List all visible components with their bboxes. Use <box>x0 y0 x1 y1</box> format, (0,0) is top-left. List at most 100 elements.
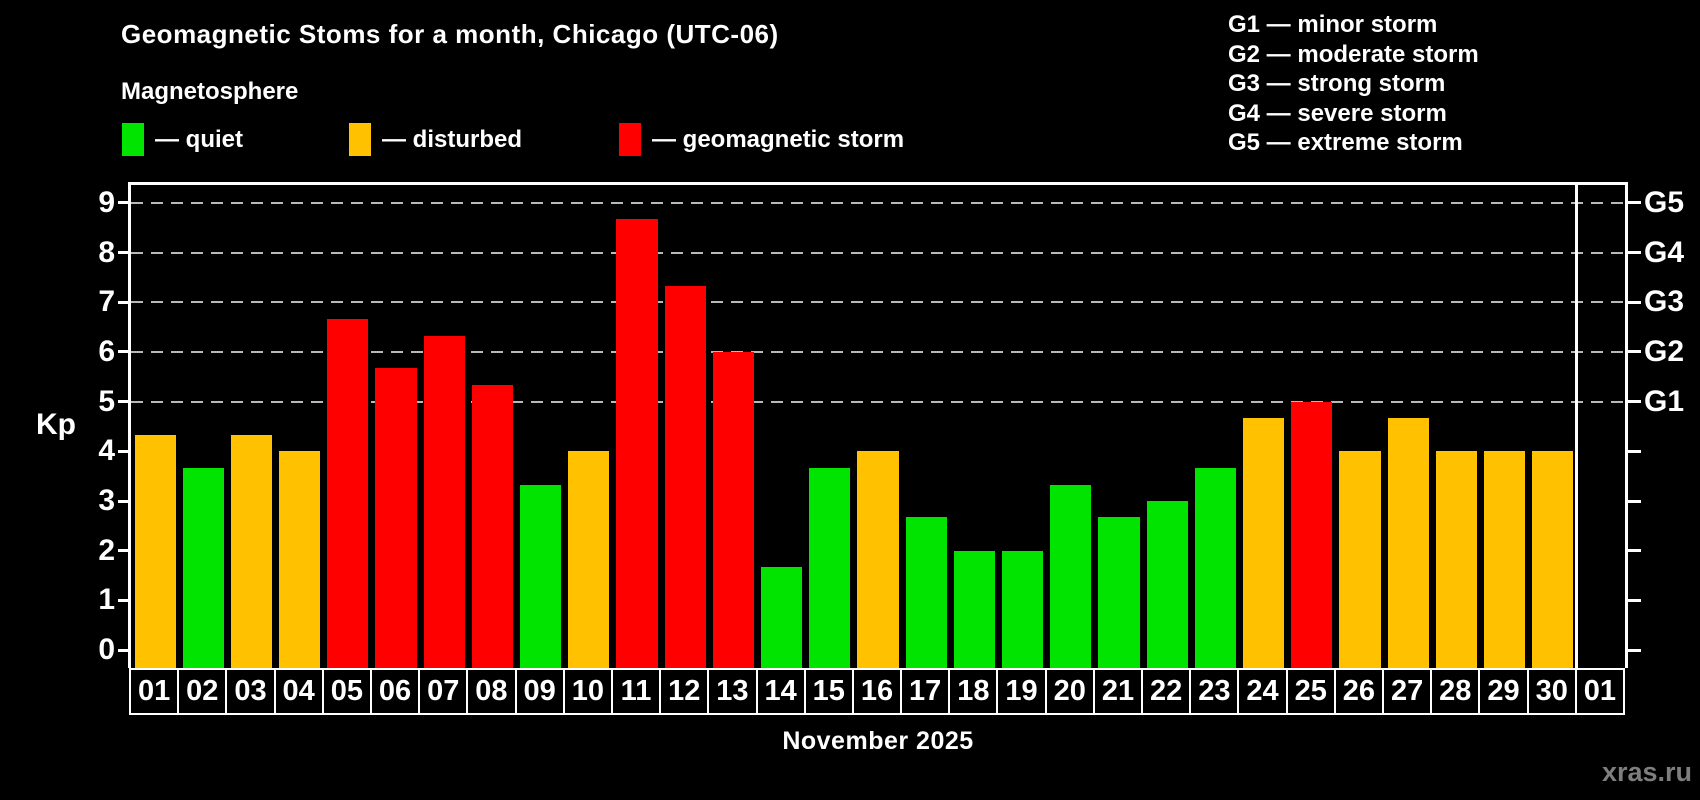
right-tick-2 <box>1628 549 1641 553</box>
bar-day-30 <box>1532 451 1574 668</box>
y-label-6: 6 <box>98 334 115 368</box>
g-legend-line-5: G5 — extreme storm <box>1228 129 1463 156</box>
right-tick-7 <box>1628 300 1641 304</box>
bar-day-08 <box>471 385 514 668</box>
bar-day-29 <box>1483 451 1526 668</box>
day-box-13: 13 <box>707 668 758 715</box>
bar-day-02 <box>182 467 224 668</box>
day-box-30: 30 <box>1526 668 1577 715</box>
g-label-G4: G4 <box>1644 235 1685 269</box>
left-tick-4 <box>118 449 131 453</box>
day-box-10: 10 <box>562 668 613 715</box>
left-tick-7 <box>118 300 131 304</box>
y-label-7: 7 <box>98 285 115 319</box>
day-box-17: 17 <box>900 668 951 715</box>
bar-day-05 <box>327 318 369 668</box>
g-legend-line-4: G4 — severe storm <box>1228 99 1447 127</box>
day-box-21: 21 <box>1092 668 1144 715</box>
day-box-18: 18 <box>948 668 999 715</box>
plot-border-left <box>128 182 131 668</box>
y-label-8: 8 <box>98 235 115 269</box>
y-label-2: 2 <box>98 533 115 567</box>
left-tick-3 <box>118 499 131 503</box>
day-box-11: 11 <box>610 668 662 715</box>
disturbed-legend-label: — disturbed <box>382 126 523 153</box>
plot-border-right <box>1625 182 1628 668</box>
day-box-15: 15 <box>803 668 854 715</box>
gridline-kp9 <box>131 201 1625 204</box>
bar-day-14 <box>761 567 803 668</box>
chart-subtitle: Magnetosphere <box>121 78 299 105</box>
right-tick-0 <box>1628 648 1641 652</box>
g-legend-line-1: G1 — minor storm <box>1228 11 1438 38</box>
left-tick-6 <box>118 350 131 354</box>
gridline-kp6 <box>131 350 1625 353</box>
bar-day-09 <box>520 484 562 668</box>
y-label-5: 5 <box>98 384 115 418</box>
day-box-03: 03 <box>225 668 276 715</box>
day-box-05: 05 <box>321 668 372 715</box>
right-tick-8 <box>1628 251 1641 255</box>
bar-day-27 <box>1387 418 1429 668</box>
left-tick-1 <box>118 598 131 602</box>
bar-day-16 <box>857 451 899 668</box>
bar-day-18 <box>953 550 995 668</box>
g-label-G3: G3 <box>1644 285 1685 319</box>
y-label-4: 4 <box>98 434 115 468</box>
bar-day-07 <box>423 335 465 668</box>
bar-day-12 <box>664 285 706 668</box>
storm-scale-legend: G1 — minor storm G2 — moderate storm G3 — … <box>1228 10 1479 158</box>
day-box-27: 27 <box>1382 668 1433 715</box>
day-box-20: 20 <box>1044 668 1095 715</box>
day-box-02: 02 <box>177 668 228 715</box>
bar-day-25 <box>1291 401 1333 668</box>
bar-day-28 <box>1435 451 1477 668</box>
disturbed-legend-swatch <box>349 123 371 156</box>
y-axis-title: Kp <box>36 408 76 441</box>
right-tick-5 <box>1628 400 1641 404</box>
gridline-kp7 <box>131 301 1625 304</box>
day-box-08: 08 <box>466 668 517 715</box>
day-box-23: 23 <box>1189 668 1240 715</box>
bar-day-03 <box>230 434 273 668</box>
right-tick-3 <box>1628 499 1641 503</box>
day-box-12: 12 <box>659 668 710 715</box>
left-tick-2 <box>118 549 131 553</box>
quiet-legend-label: — quiet <box>155 126 243 153</box>
day-box-26: 26 <box>1333 668 1385 715</box>
left-tick-5 <box>118 400 131 404</box>
day-box-25: 25 <box>1285 668 1336 715</box>
left-tick-8 <box>118 251 131 255</box>
watermark: xras.ru <box>1601 757 1692 787</box>
plot-border-top <box>128 182 1628 185</box>
bar-day-13 <box>712 351 754 668</box>
bar-day-26 <box>1339 451 1381 668</box>
g-label-G2: G2 <box>1644 334 1685 368</box>
y-label-3: 3 <box>98 484 115 518</box>
storm-legend-label: — geomagnetic storm <box>652 126 905 153</box>
bar-day-01 <box>134 434 176 668</box>
bar-day-19 <box>1001 550 1044 668</box>
bar-day-21 <box>1098 517 1140 668</box>
bar-day-10 <box>568 451 610 668</box>
g-legend-line-2: G2 — moderate storm <box>1228 40 1479 68</box>
storm-legend-swatch <box>619 123 641 156</box>
bar-day-24 <box>1242 418 1285 668</box>
left-tick-0 <box>118 648 131 652</box>
x-axis-title: November 2025 <box>782 727 974 755</box>
plot-area <box>131 185 1625 668</box>
bar-day-17 <box>905 517 947 668</box>
month-separator-line <box>1575 185 1579 668</box>
y-label-9: 9 <box>98 185 115 219</box>
g-legend-line-3: G3 — strong storm <box>1228 70 1446 97</box>
right-tick-1 <box>1628 598 1641 602</box>
day-box-06: 06 <box>369 668 421 715</box>
left-tick-9 <box>118 201 131 205</box>
day-box-24: 24 <box>1237 668 1288 715</box>
day-box-07: 07 <box>418 668 469 715</box>
right-tick-4 <box>1628 449 1641 453</box>
y-label-1: 1 <box>98 583 115 617</box>
bar-day-04 <box>279 451 321 668</box>
g-label-G5: G5 <box>1644 185 1685 219</box>
